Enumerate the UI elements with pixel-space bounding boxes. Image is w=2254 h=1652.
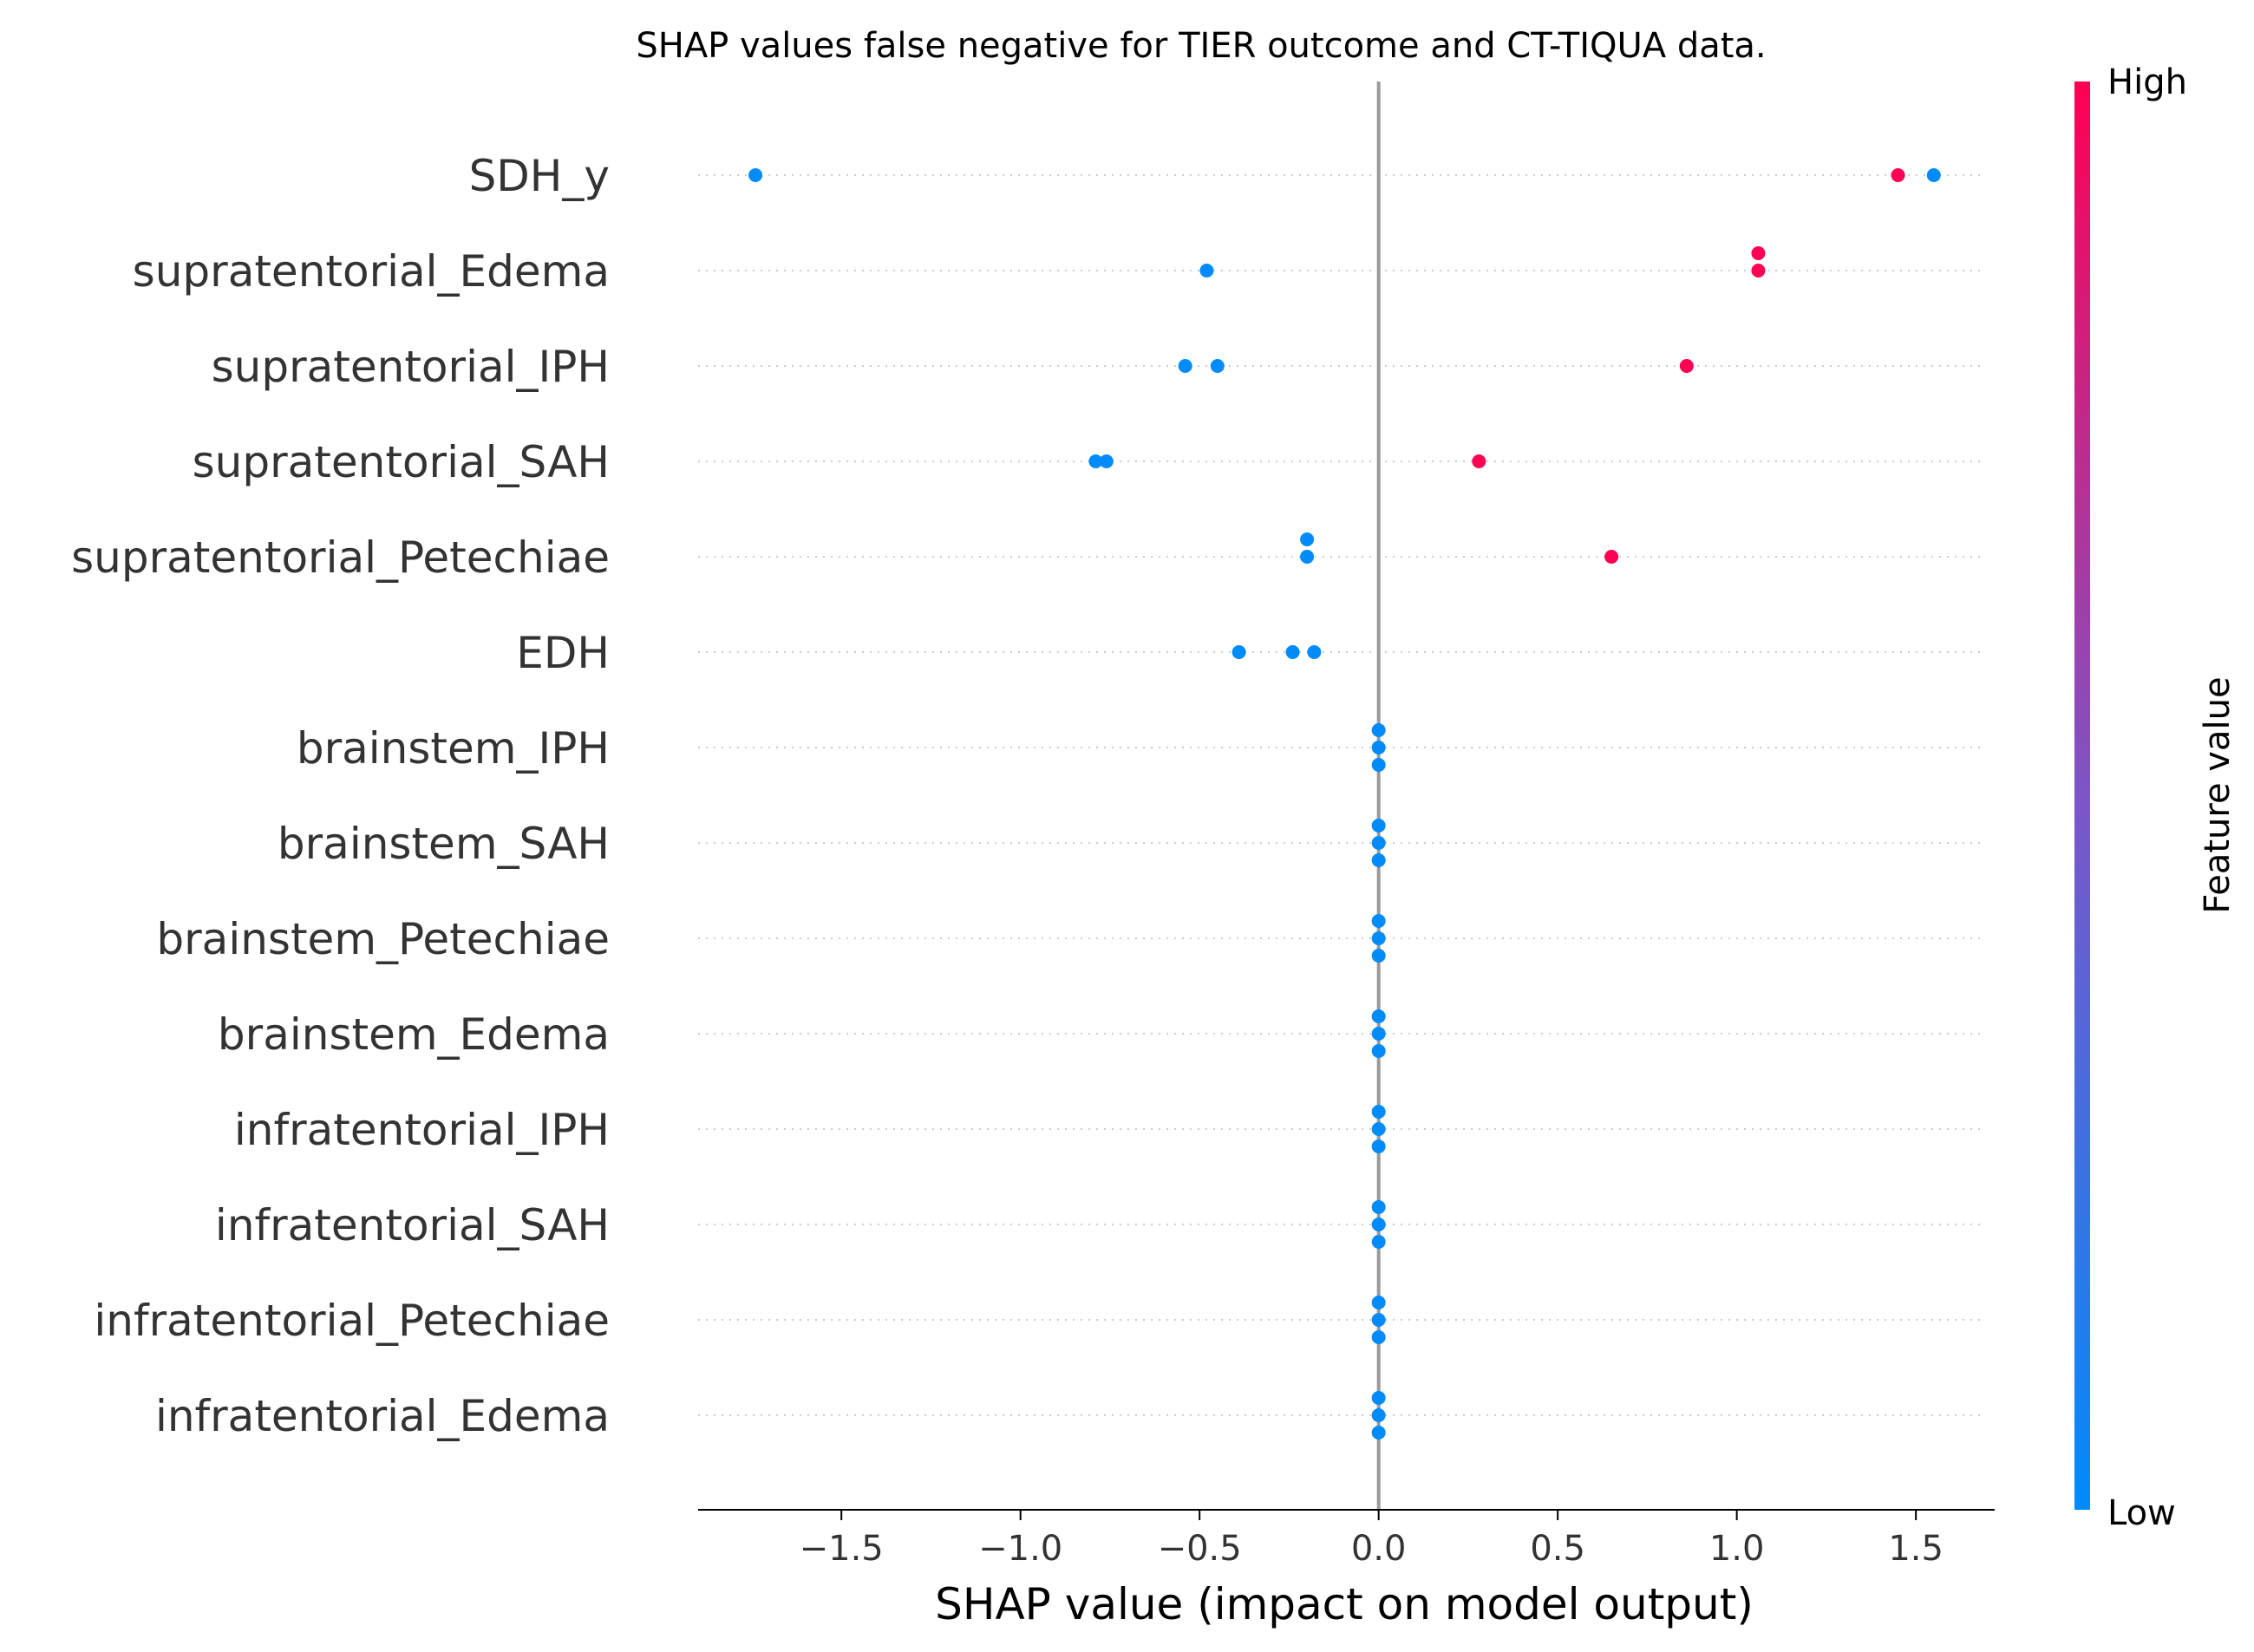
x-tick-label: 0.5 [1530,1529,1585,1569]
data-point [1371,1330,1386,1344]
feature-labels: SDH_y supratentorial_Edema supratentorial_… [71,151,610,1441]
data-point [1371,853,1386,867]
colorbar-low-label: Low [2107,1493,2176,1533]
x-tick-label: −1.0 [978,1529,1062,1569]
feature-label: EDH [516,628,610,678]
colorbar [2074,82,2090,1510]
data-point [1300,532,1315,546]
feature-label: infratentorial_Petechiae [94,1296,610,1346]
data-point [1300,550,1315,564]
data-point [1371,1139,1386,1153]
data-point [1371,1296,1386,1309]
data-point [1371,914,1386,928]
data-point [1210,359,1225,373]
data-point [1371,1426,1386,1440]
data-point [1371,758,1386,772]
data-point [748,168,763,182]
data-point [1371,1105,1386,1119]
data-point [1371,723,1386,737]
x-tick-label: −1.5 [800,1529,884,1569]
data-point [1371,1122,1386,1136]
x-tick-label: 1.0 [1709,1529,1765,1569]
data-point [1099,454,1114,468]
data-point [1371,1391,1386,1405]
feature-label: brainstem_SAH [278,819,610,869]
data-point [1604,550,1619,564]
x-tick-label: −0.5 [1158,1529,1242,1569]
data-point [1751,246,1766,260]
feature-label: SDH_y [469,151,610,201]
data-point [1371,836,1386,850]
colorbar-title: Feature value [2198,676,2238,913]
feature-label: supratentorial_SAH [193,437,610,487]
data-point [1751,264,1766,278]
feature-label: infratentorial_Edema [155,1391,610,1441]
data-point [1371,819,1386,833]
data-points [748,168,1941,1440]
feature-label: infratentorial_SAH [215,1200,610,1250]
feature-label: brainstem_Edema [218,1009,610,1060]
grid-lines [698,174,1986,1416]
data-point [1371,949,1386,963]
data-point [1371,1200,1386,1214]
data-point [1088,454,1103,468]
data-point [1199,264,1214,278]
chart-title: SHAP values false negative for TIER outc… [636,26,1766,66]
data-point [1371,931,1386,945]
x-tick-label: 1.5 [1888,1529,1944,1569]
data-point [1307,645,1322,659]
data-point [1371,1027,1386,1041]
data-point [1371,1408,1386,1422]
data-point [1371,1313,1386,1327]
feature-label: infratentorial_IPH [234,1105,610,1155]
feature-label: supratentorial_IPH [212,342,610,392]
feature-label: supratentorial_Edema [133,246,610,297]
data-point [1232,645,1246,659]
data-point [1371,1218,1386,1231]
data-point [1371,741,1386,754]
data-point [1371,1235,1386,1249]
data-point [1472,454,1486,468]
data-point [1926,168,1941,182]
data-point [1679,359,1694,373]
feature-label: supratentorial_Petechiae [71,532,610,583]
colorbar-high-label: High [2107,62,2187,102]
data-point [1891,168,1905,182]
feature-label: brainstem_Petechiae [156,914,610,964]
x-ticks: −1.5 −1.0 −0.5 0.0 0.5 1.0 1.5 [800,1510,1944,1569]
data-point [1371,1009,1386,1023]
data-point [1178,359,1192,373]
x-axis-label: SHAP value (impact on model output) [935,1579,1754,1629]
data-point [1371,1044,1386,1058]
x-tick-label: 0.0 [1351,1529,1407,1569]
data-point [1285,645,1300,659]
feature-label: brainstem_IPH [297,723,610,774]
